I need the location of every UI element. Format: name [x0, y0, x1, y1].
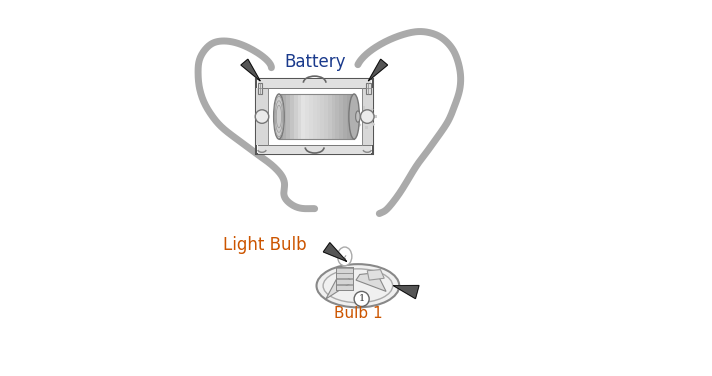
Bar [365, 126, 367, 129]
Bar [279, 94, 283, 139]
Bar [357, 123, 362, 127]
Bar [343, 94, 347, 139]
Circle shape [360, 110, 374, 123]
Bar [336, 285, 353, 290]
Bar [301, 94, 305, 139]
Bar [335, 94, 340, 139]
Polygon shape [326, 271, 352, 299]
Bar [373, 115, 377, 118]
Bar [355, 109, 360, 114]
Bar [256, 79, 373, 154]
Text: Battery: Battery [284, 53, 345, 71]
Ellipse shape [337, 247, 352, 266]
Polygon shape [323, 243, 347, 261]
Bar [286, 94, 290, 139]
Ellipse shape [355, 111, 360, 122]
Bar [339, 94, 343, 139]
Bar [347, 94, 351, 139]
Bar [371, 122, 375, 126]
Polygon shape [368, 59, 387, 81]
Bar [350, 94, 355, 139]
Bar [258, 79, 371, 88]
Bar [332, 94, 335, 139]
Ellipse shape [273, 94, 284, 139]
Bar [320, 94, 325, 139]
Text: Light Bulb: Light Bulb [224, 236, 307, 254]
Bar [336, 273, 353, 278]
Bar [294, 94, 298, 139]
Text: 1: 1 [359, 294, 365, 303]
Bar [366, 83, 371, 94]
Polygon shape [367, 270, 384, 280]
Polygon shape [241, 59, 260, 81]
Ellipse shape [317, 264, 399, 308]
Bar [336, 268, 353, 273]
Bar [362, 88, 373, 145]
Bar [298, 94, 302, 139]
Bar [258, 83, 263, 94]
Bar [256, 88, 268, 145]
Bar [305, 94, 310, 139]
Bar [324, 94, 328, 139]
Bar [328, 94, 332, 139]
Bar [258, 145, 371, 154]
Circle shape [354, 291, 369, 306]
Bar [370, 108, 374, 112]
Polygon shape [356, 273, 386, 291]
Bar [290, 94, 294, 139]
Bar [336, 279, 353, 284]
Ellipse shape [349, 94, 360, 139]
Bar [313, 94, 317, 139]
Bar [309, 94, 313, 139]
Text: Bulb 1: Bulb 1 [333, 306, 382, 321]
Circle shape [255, 110, 268, 123]
Bar [354, 118, 357, 120]
Bar [363, 106, 365, 110]
Bar [317, 94, 320, 139]
Bar [283, 94, 287, 139]
Polygon shape [394, 285, 419, 299]
